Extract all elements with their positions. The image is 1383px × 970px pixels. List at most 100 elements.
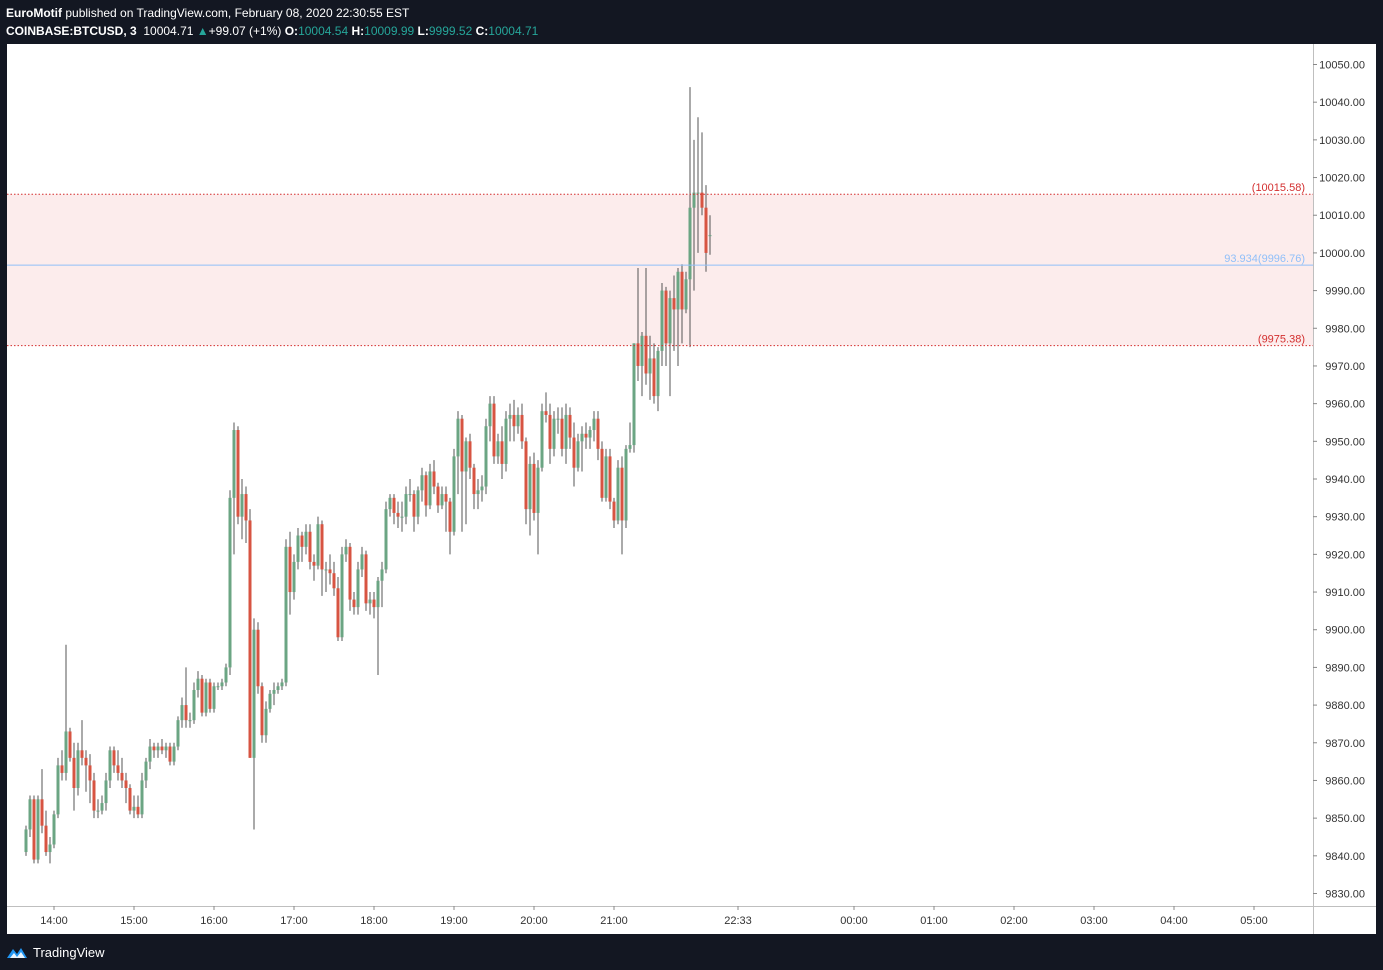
candle[interactable]	[472, 463, 476, 510]
candle[interactable]	[416, 486, 420, 525]
candle[interactable]	[272, 682, 276, 706]
candle[interactable]	[424, 471, 428, 517]
candle[interactable]	[400, 501, 404, 532]
candle[interactable]	[148, 739, 152, 770]
candle[interactable]	[708, 215, 712, 255]
candle[interactable]	[124, 772, 128, 804]
candle[interactable]	[92, 772, 96, 819]
candle[interactable]	[288, 531, 292, 615]
candle[interactable]	[396, 501, 400, 528]
candle[interactable]	[300, 531, 304, 562]
chart-area[interactable]: (10015.58) 93.934(9996.76) (9975.38) 10050…	[7, 44, 1376, 934]
candle[interactable]	[312, 554, 316, 581]
candle[interactable]	[212, 682, 216, 713]
candlestick-chart[interactable]: (10015.58) 93.934(9996.76) (9975.38) 10050…	[7, 44, 1376, 934]
candle[interactable]	[240, 479, 244, 540]
candle[interactable]	[308, 524, 312, 570]
candle[interactable]	[104, 772, 108, 811]
candle[interactable]	[476, 479, 480, 510]
candle[interactable]	[688, 87, 692, 348]
candle[interactable]	[64, 644, 68, 781]
candle[interactable]	[488, 396, 492, 442]
candle[interactable]	[260, 682, 264, 743]
candle[interactable]	[72, 742, 76, 811]
candle[interactable]	[348, 543, 352, 611]
candle[interactable]	[492, 396, 496, 464]
candle[interactable]	[640, 332, 644, 397]
candle[interactable]	[672, 275, 676, 351]
candle[interactable]	[176, 716, 180, 751]
candle[interactable]	[40, 769, 44, 834]
candle[interactable]	[328, 554, 332, 585]
candle[interactable]	[76, 742, 80, 796]
candle[interactable]	[520, 403, 524, 449]
candle[interactable]	[564, 403, 568, 464]
candle[interactable]	[200, 674, 204, 717]
candle[interactable]	[360, 546, 364, 577]
candle[interactable]	[656, 347, 660, 412]
candle[interactable]	[664, 286, 668, 366]
candle[interactable]	[316, 516, 320, 570]
candle[interactable]	[572, 422, 576, 487]
candle[interactable]	[96, 799, 100, 819]
candle[interactable]	[120, 757, 124, 788]
candle[interactable]	[84, 750, 88, 792]
tradingview-logo-icon[interactable]	[6, 945, 28, 959]
candle[interactable]	[208, 678, 212, 713]
candle[interactable]	[276, 682, 280, 694]
candle[interactable]	[160, 739, 164, 755]
candle[interactable]	[244, 486, 248, 544]
candle[interactable]	[456, 411, 460, 495]
candle[interactable]	[676, 267, 680, 366]
candle[interactable]	[428, 463, 432, 510]
author-name[interactable]: EuroMotif	[6, 6, 62, 20]
candle[interactable]	[384, 501, 388, 574]
candle[interactable]	[364, 550, 368, 611]
candle[interactable]	[252, 618, 256, 830]
candle[interactable]	[280, 678, 284, 691]
candle[interactable]	[644, 267, 648, 385]
candle[interactable]	[448, 497, 452, 555]
candle[interactable]	[132, 795, 136, 819]
candle[interactable]	[484, 418, 488, 495]
candle[interactable]	[604, 448, 608, 502]
candle[interactable]	[100, 795, 104, 815]
candle[interactable]	[528, 456, 532, 536]
candle[interactable]	[108, 746, 112, 788]
candle[interactable]	[24, 825, 28, 856]
candle[interactable]	[168, 742, 172, 766]
candle[interactable]	[52, 810, 56, 849]
candle[interactable]	[128, 784, 132, 815]
symbol-label[interactable]: COINBASE:BTCUSD, 3	[6, 24, 137, 38]
candle[interactable]	[408, 479, 412, 502]
candle[interactable]	[600, 441, 604, 502]
candle[interactable]	[592, 411, 596, 442]
candle[interactable]	[248, 509, 252, 758]
candle[interactable]	[264, 701, 268, 743]
candle[interactable]	[152, 742, 156, 758]
candle[interactable]	[320, 520, 324, 596]
candle[interactable]	[680, 264, 684, 344]
candle[interactable]	[444, 486, 448, 532]
candle[interactable]	[368, 592, 372, 615]
candle[interactable]	[576, 433, 580, 472]
candle[interactable]	[464, 437, 468, 525]
candle[interactable]	[440, 486, 444, 510]
candle[interactable]	[56, 757, 60, 819]
candle[interactable]	[116, 750, 120, 781]
candle[interactable]	[496, 433, 500, 464]
candle[interactable]	[36, 795, 40, 864]
candle[interactable]	[140, 772, 144, 819]
candle[interactable]	[112, 746, 116, 773]
candle[interactable]	[296, 527, 300, 570]
candle[interactable]	[696, 117, 700, 253]
candle[interactable]	[560, 407, 564, 457]
candle[interactable]	[180, 697, 184, 728]
candle[interactable]	[436, 482, 440, 513]
candle[interactable]	[80, 720, 84, 766]
candle[interactable]	[332, 561, 336, 596]
candle[interactable]	[636, 267, 640, 382]
candle[interactable]	[156, 742, 160, 758]
candle[interactable]	[624, 445, 628, 528]
candle[interactable]	[660, 283, 664, 366]
